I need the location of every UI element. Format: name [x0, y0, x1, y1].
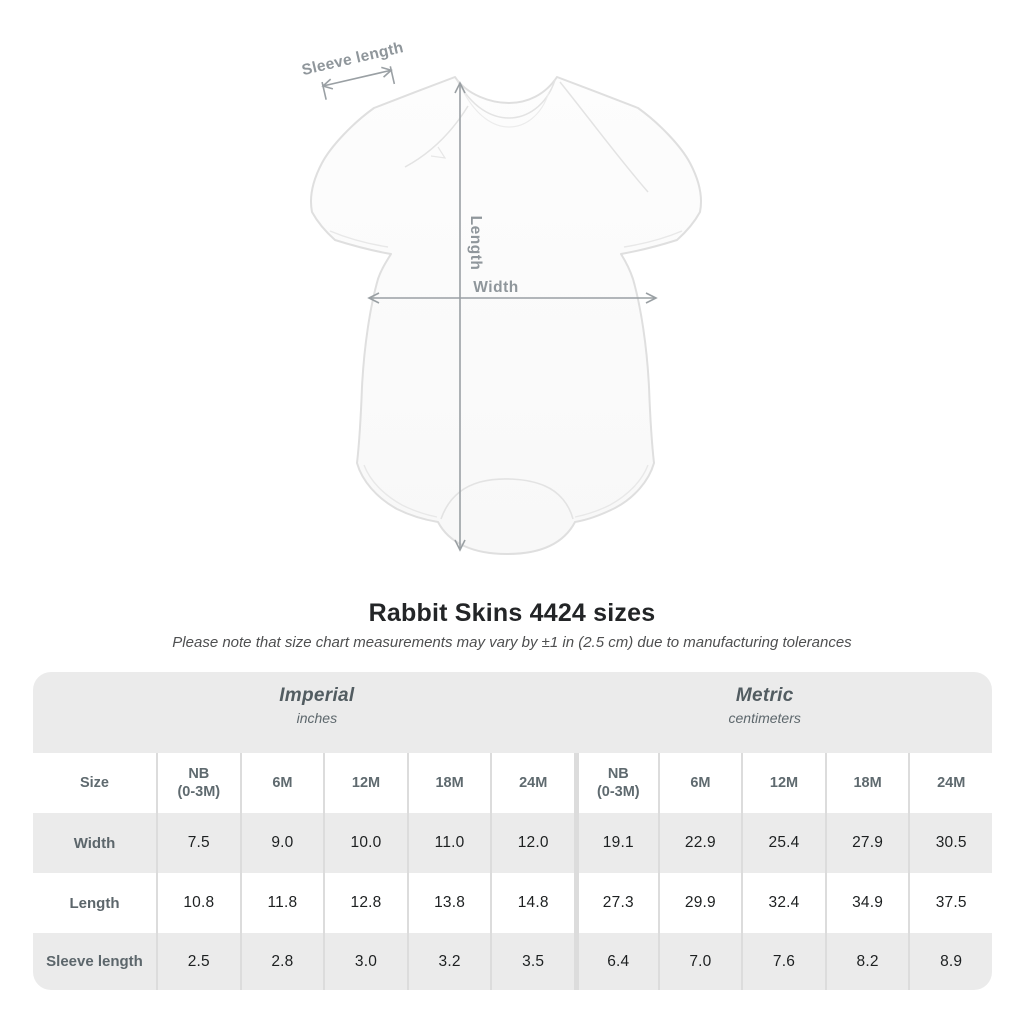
cell-value: 3.0: [323, 933, 407, 990]
width-label: Width: [473, 279, 518, 296]
cell-value: 6.4: [573, 933, 658, 990]
cell-value: 29.9: [657, 873, 742, 933]
size-table-grid: Size NB (0-3M) 6M 12M 18M 24M NB (0-3M) …: [33, 753, 992, 990]
col-header: 6M: [657, 753, 742, 813]
right-shoulder-lap-seam: [559, 81, 649, 193]
cell-value: 13.8: [406, 873, 491, 933]
cell-value: 11.0: [406, 813, 491, 873]
cell-value: 7.0: [657, 933, 742, 990]
row-label: Length: [33, 873, 156, 933]
cell-value: 25.4: [741, 813, 825, 873]
collar-inner-seam: [462, 90, 550, 128]
bodysuit-diagram: Length Width Sleeve length: [300, 39, 702, 555]
metric-section-header: Metric centimeters: [729, 685, 801, 726]
cell-value: 32.4: [741, 873, 825, 933]
length-arrow: [454, 81, 466, 552]
left-leg-hem-seam: [363, 464, 438, 518]
sleeve-length-label: Sleeve length: [300, 39, 405, 79]
bodysuit-outline: [310, 76, 702, 555]
col-header: 12M: [741, 753, 825, 813]
cell-value: 34.9: [824, 873, 909, 933]
metric-unit-label: centimeters: [728, 710, 801, 726]
right-sleeve-hem-seam: [623, 230, 683, 248]
cell-value: 27.9: [824, 813, 909, 873]
cell-value: 12.0: [490, 813, 574, 873]
cell-value: 22.9: [657, 813, 742, 873]
col-header: NB (0-3M): [573, 753, 658, 813]
col-header: 24M: [908, 753, 992, 813]
size-chart-table: Imperial inches Metric centimeters Size …: [33, 672, 992, 990]
cell-value: 9.0: [239, 813, 324, 873]
cell-value: 2.5: [156, 933, 240, 990]
col-header: 18M: [406, 753, 491, 813]
section-header-band: Imperial inches Metric centimeters: [33, 672, 992, 753]
imperial-section-header: Imperial inches: [279, 685, 354, 726]
imperial-unit-label: inches: [296, 710, 338, 726]
cell-value: 19.1: [573, 813, 658, 873]
length-label: Length: [467, 216, 484, 271]
collar-band-seam: [456, 79, 556, 119]
col-header: 24M: [490, 753, 574, 813]
col-header: 18M: [824, 753, 909, 813]
cell-value: 10.0: [323, 813, 407, 873]
cell-value: 3.2: [406, 933, 491, 990]
bodysuit-diagram-svg: Length Width Sleeve length: [300, 39, 702, 555]
row-label: Width: [33, 813, 156, 873]
cell-value: 12.8: [323, 873, 407, 933]
cell-value: 2.8: [239, 933, 324, 990]
right-leg-hem-seam: [574, 464, 649, 518]
width-arrow: [367, 292, 658, 304]
col-header-size: Size: [33, 753, 156, 813]
page-title: Rabbit Skins 4424 sizes: [368, 599, 656, 627]
col-header: NB (0-3M): [156, 753, 240, 813]
cell-value: 7.5: [156, 813, 240, 873]
col-header: 6M: [239, 753, 324, 813]
row-label: Sleeve length: [33, 933, 156, 990]
cell-value: 37.5: [908, 873, 992, 933]
page-subtitle: Please note that size chart measurements…: [172, 634, 852, 651]
cell-value: 27.3: [573, 873, 658, 933]
left-shoulder-flap-seam: [404, 105, 469, 168]
cell-value: 8.9: [908, 933, 992, 990]
crotch-flap-fold: [440, 478, 574, 520]
imperial-label: Imperial: [279, 685, 355, 706]
cell-value: 11.8: [239, 873, 324, 933]
cell-value: 3.5: [490, 933, 574, 990]
metric-label: Metric: [735, 685, 794, 706]
left-sleeve-hem-seam: [329, 230, 389, 248]
cell-value: 14.8: [490, 873, 574, 933]
left-flap-notch: [430, 146, 447, 159]
cell-value: 30.5: [908, 813, 992, 873]
col-header: 12M: [323, 753, 407, 813]
sleeve-length-arrow: Sleeve length: [300, 39, 405, 100]
cell-value: 10.8: [156, 873, 240, 933]
cell-value: 8.2: [824, 933, 909, 990]
cell-value: 7.6: [741, 933, 825, 990]
